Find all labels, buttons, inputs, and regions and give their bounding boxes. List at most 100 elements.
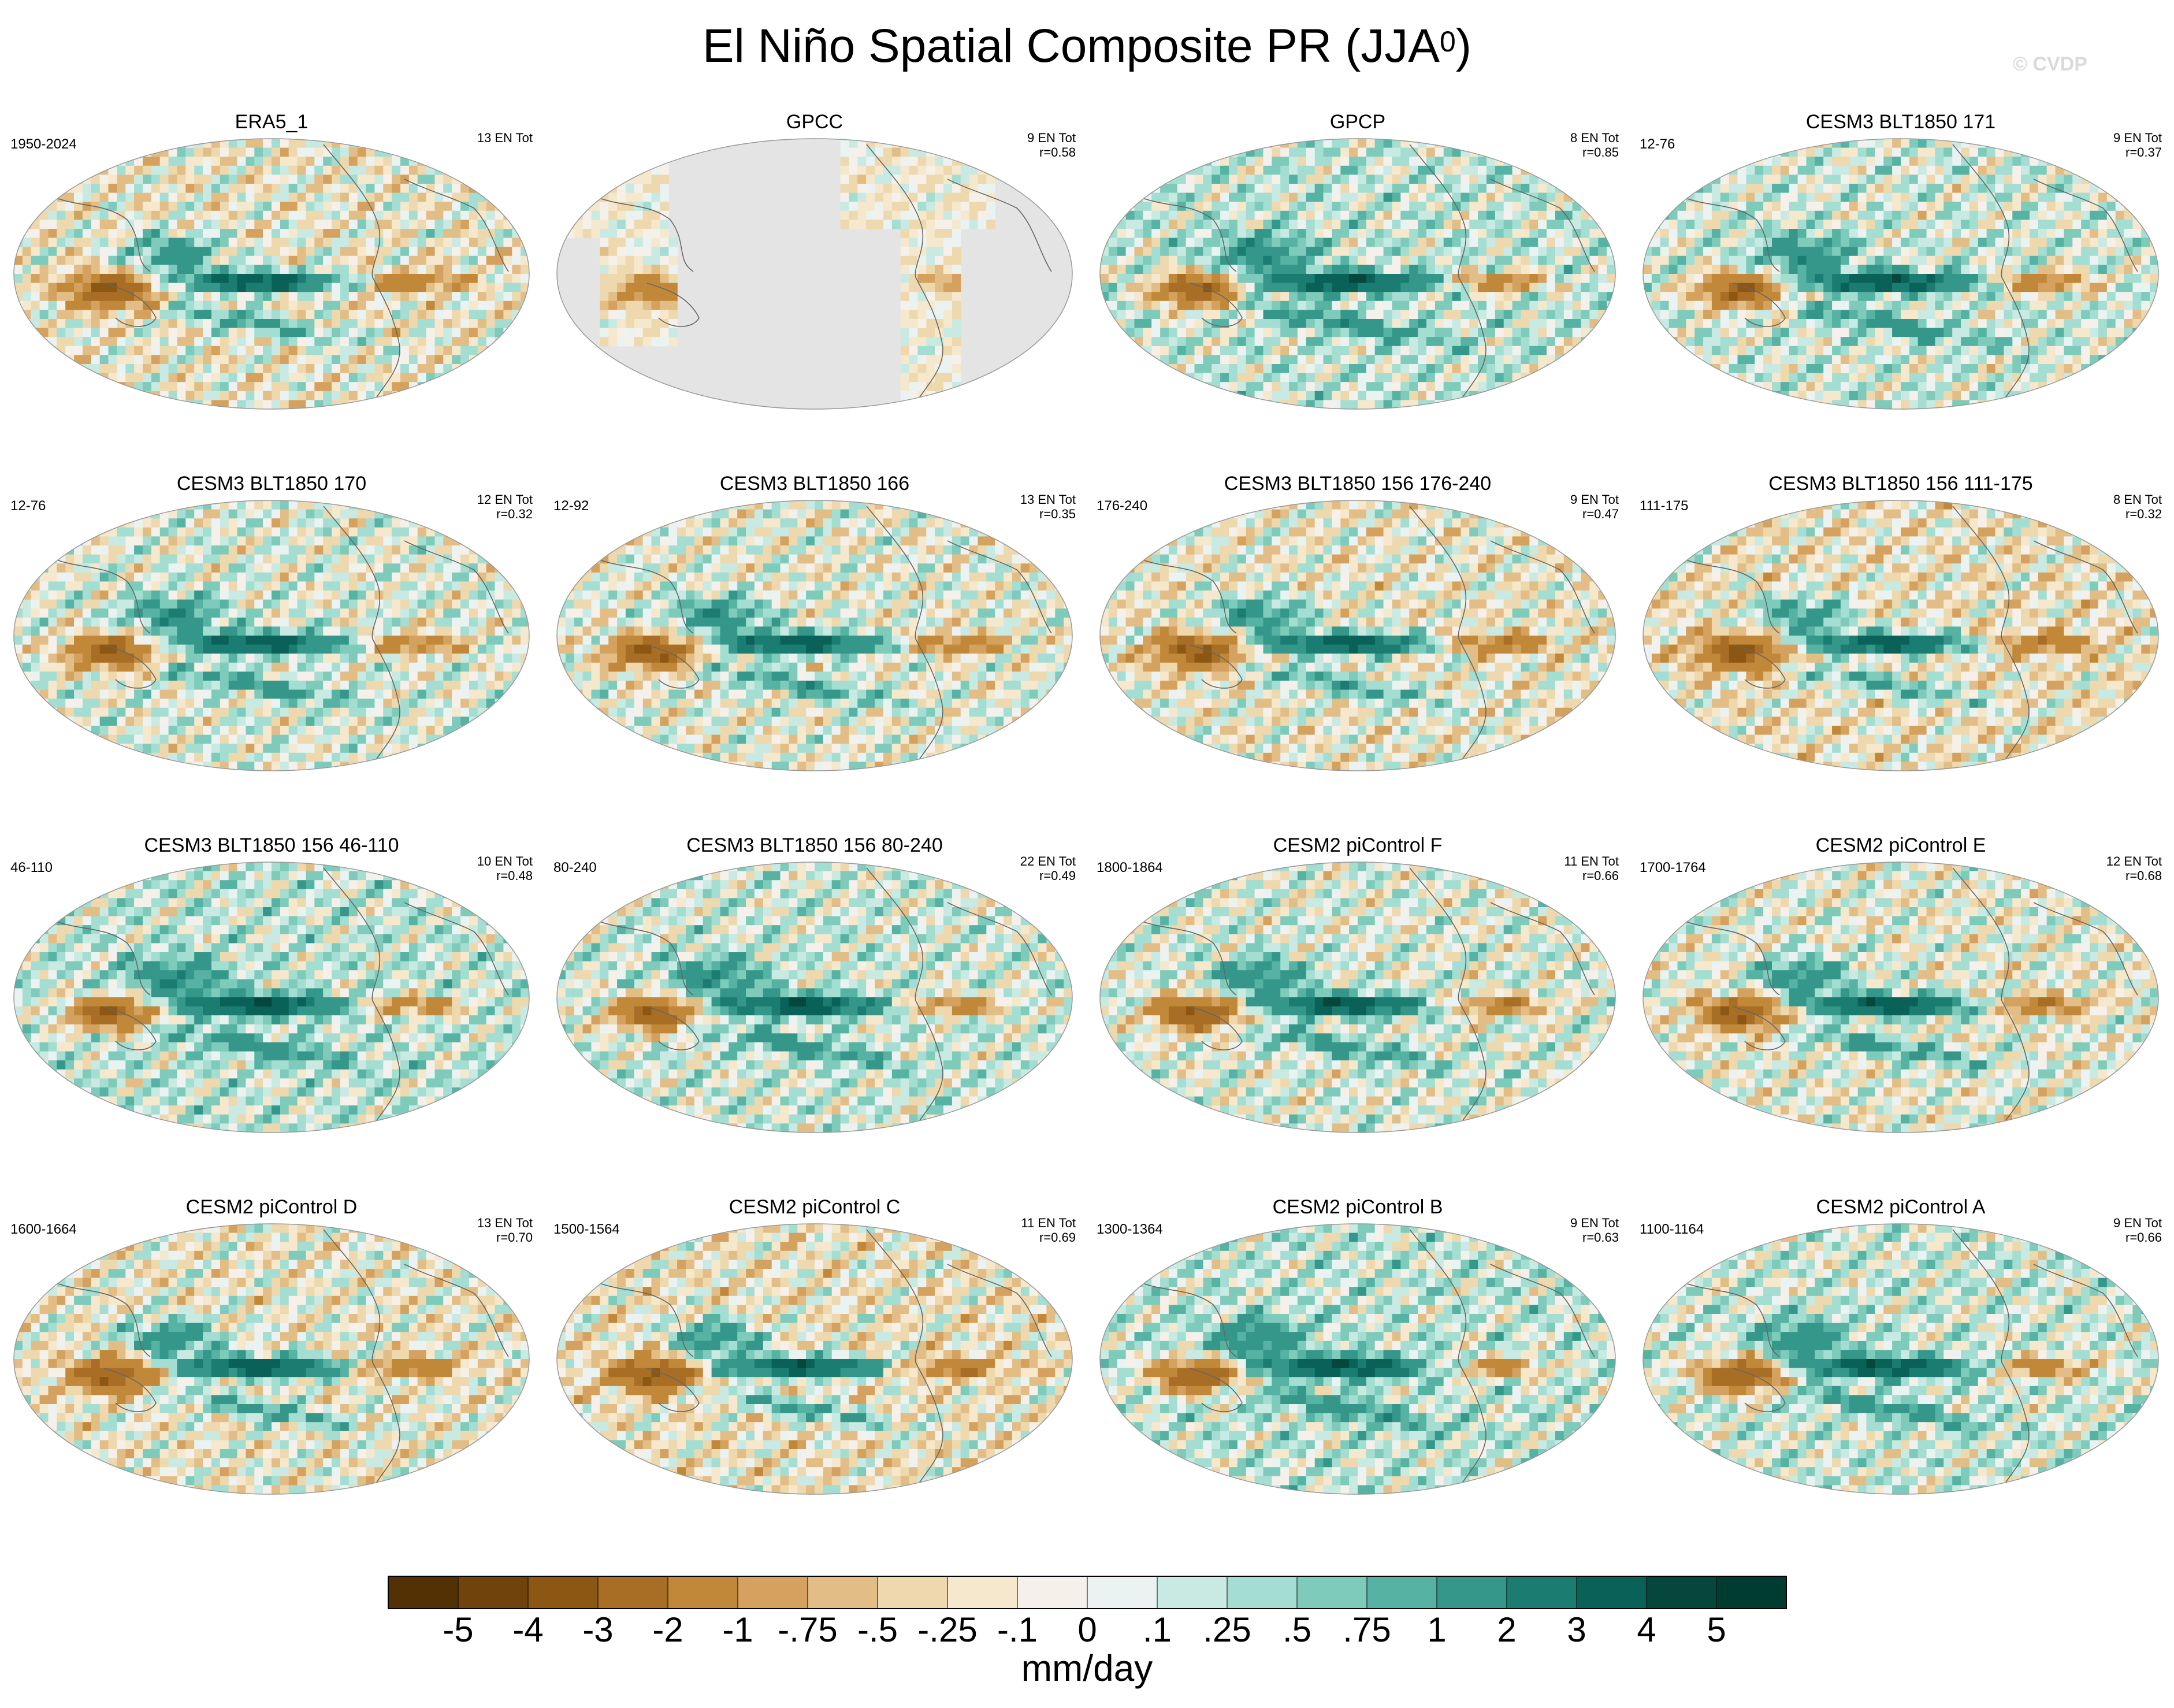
panel-years: 46-110 [10, 860, 53, 876]
figure-title: El Niño Spatial Composite PR (JJA0) [0, 17, 2174, 75]
precip-field [1100, 500, 1615, 771]
colorbar-segment [1716, 1576, 1787, 1609]
colorbar-segment [1437, 1576, 1507, 1609]
cvdp-watermark: © CVDP [2013, 53, 2087, 76]
panel-years: 12-76 [10, 498, 46, 514]
panel-stats: 12 EN Tot r=0.32 [477, 492, 533, 521]
panel-stats: 12 EN Tot r=0.68 [2106, 854, 2162, 883]
colorbar-segment [668, 1576, 738, 1609]
coastlines [594, 867, 1052, 1123]
panel-years: 1500-1564 [553, 1221, 620, 1238]
coastlines [594, 506, 1052, 761]
event-count: 13 EN Tot [477, 1216, 533, 1230]
colorbar-tick-label: 3 [1542, 1610, 1611, 1650]
coastlines [1681, 867, 2138, 1123]
panel-title: CESM2 piControl B [1086, 1195, 1629, 1219]
event-count: 10 EN Tot [477, 854, 533, 868]
panel-years: 1800-1864 [1097, 860, 1163, 876]
event-count: 9 EN Tot [2113, 131, 2162, 145]
pattern-correlation: r=0.37 [2113, 145, 2162, 159]
colorbar-tick-label: -.1 [983, 1610, 1052, 1650]
event-count: 11 EN Tot [1021, 1216, 1076, 1230]
pattern-correlation: r=0.66 [2113, 1230, 2162, 1245]
pattern-correlation: r=0.70 [477, 1230, 533, 1245]
colorbar-tick-label: 1 [1402, 1610, 1471, 1650]
panel-stats: 9 EN Tot r=0.66 [2113, 1216, 2162, 1245]
map-outline [13, 138, 530, 410]
panel-title: CESM3 BLT1850 170 [0, 471, 543, 496]
panel-title: CESM3 BLT1850 156 80-240 [543, 833, 1086, 857]
coastlines [1681, 506, 2138, 761]
colorbar-segment [808, 1576, 878, 1609]
map-plot [1642, 138, 2159, 410]
precip-field [557, 1224, 1072, 1494]
panel-years: 1600-1664 [10, 1221, 77, 1238]
map-plot [1099, 1223, 1616, 1495]
map-outline [1099, 138, 1616, 410]
map-plot [13, 862, 530, 1133]
colorbar-segment [947, 1576, 1018, 1609]
colorbar-tick-label: -.25 [913, 1610, 982, 1650]
colorbar-border [388, 1576, 1787, 1609]
event-count: 22 EN Tot [1020, 854, 1076, 868]
colorbar-tick-label: .75 [1332, 1610, 1402, 1650]
colorbar-tick-label: 4 [1612, 1610, 1681, 1650]
map-plot [1642, 862, 2159, 1133]
coastlines [51, 144, 509, 399]
colorbar-segment [598, 1576, 668, 1609]
map-panel: GPCP 8 EN Tot r=0.85 [1086, 110, 1629, 471]
colorbar-tick-label: 5 [1682, 1610, 1751, 1650]
map-outline [1099, 500, 1616, 771]
panel-title: CESM3 BLT1850 166 [543, 471, 1086, 496]
panel-years: 1950-2024 [10, 136, 77, 153]
map-plot [556, 862, 1073, 1133]
event-count: 9 EN Tot [1570, 492, 1619, 507]
pattern-correlation: r=0.85 [1570, 145, 1619, 159]
coastlines [1681, 1229, 2138, 1484]
event-count: 11 EN Tot [1564, 854, 1619, 868]
panel-years: 1300-1364 [1097, 1221, 1163, 1238]
map-outline [13, 862, 530, 1133]
colorbar-segment [1157, 1576, 1228, 1609]
panel-years: 176-240 [1097, 498, 1147, 514]
colorbar-segment [528, 1576, 599, 1609]
panel-stats: 22 EN Tot r=0.49 [1020, 854, 1076, 883]
panel-stats: 11 EN Tot r=0.66 [1564, 854, 1619, 883]
event-count: 13 EN Tot [1020, 492, 1076, 507]
colorbar-segment [388, 1576, 459, 1609]
map-outline [556, 862, 1073, 1133]
precip-field [14, 1224, 529, 1494]
map-outline [556, 138, 1073, 410]
map-outline [13, 1223, 530, 1495]
map-plot [556, 138, 1073, 410]
map-outline [1099, 1223, 1616, 1495]
pattern-correlation: r=0.32 [2113, 507, 2162, 521]
figure-title-text: El Niño Spatial Composite PR (JJA [703, 20, 1440, 72]
precip-field [1643, 500, 2158, 771]
panel-title: CESM3 BLT1850 156 176-240 [1086, 471, 1629, 496]
colorbar-tick-label: -3 [563, 1610, 633, 1650]
colorbar-tick-label: -4 [493, 1610, 563, 1650]
pattern-correlation: r=0.49 [1020, 868, 1076, 883]
coastlines [51, 506, 509, 761]
colorbar-tick-label: -.5 [843, 1610, 912, 1650]
panel-years: 12-76 [1640, 136, 1675, 153]
map-outline [1642, 138, 2159, 410]
event-count: 8 EN Tot [2113, 492, 2162, 507]
panel-stats: 11 EN Tot r=0.69 [1021, 1216, 1076, 1245]
colorbar-segment [738, 1576, 808, 1609]
panel-title: CESM3 BLT1850 156 46-110 [0, 833, 543, 857]
map-outline [1099, 862, 1616, 1133]
pattern-correlation: r=0.47 [1570, 507, 1619, 521]
map-plot [1099, 862, 1616, 1133]
coastlines [1138, 506, 1595, 761]
pattern-correlation: r=0.63 [1570, 1230, 1619, 1245]
coastlines [51, 1229, 509, 1484]
coastlines [1138, 144, 1595, 399]
coastlines [594, 144, 1052, 399]
event-count: 8 EN Tot [1570, 131, 1619, 145]
map-panel: CESM3 BLT1850 170 12-76 12 EN Tot r=0.32 [0, 471, 543, 833]
precip-field [14, 139, 529, 409]
precip-field [557, 500, 1072, 771]
precip-field [1643, 862, 2158, 1133]
